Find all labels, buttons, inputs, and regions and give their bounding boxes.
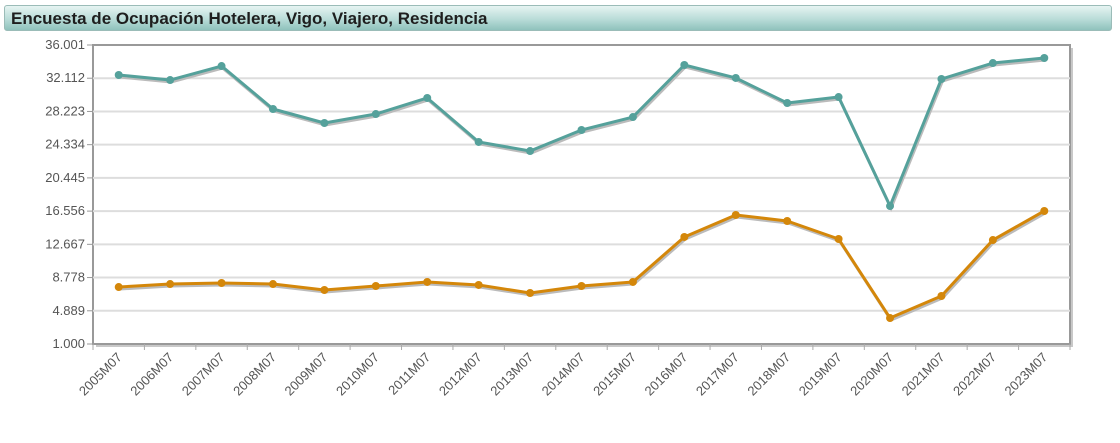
data-point — [526, 147, 535, 156]
data-point — [988, 236, 997, 245]
data-point — [371, 281, 380, 290]
data-point — [474, 137, 483, 146]
data-point — [268, 104, 277, 113]
x-tick-label: 2007M07 — [179, 350, 228, 399]
x-tick-label: 2018M07 — [744, 350, 793, 399]
data-point — [731, 73, 740, 82]
x-tick-label: 2016M07 — [642, 350, 691, 399]
data-point — [114, 70, 123, 79]
data-point — [731, 211, 740, 220]
x-tick-label: 2017M07 — [693, 350, 742, 399]
data-point — [577, 126, 586, 135]
x-tick-label: 2006M07 — [127, 350, 176, 399]
data-point — [371, 110, 380, 119]
data-point — [1040, 53, 1049, 62]
data-point — [577, 281, 586, 290]
y-tick-label: 32.112 — [46, 70, 85, 85]
data-point — [834, 235, 843, 244]
x-tick-label: 2015M07 — [590, 350, 639, 399]
data-point — [680, 60, 689, 69]
y-tick-label: 20.445 — [45, 170, 85, 185]
chart-title: Encuesta de Ocupación Hotelera, Vigo, Vi… — [11, 9, 488, 28]
data-point — [217, 279, 226, 288]
x-tick-label: 2010M07 — [333, 350, 382, 399]
x-tick-label: 2021M07 — [899, 350, 948, 399]
x-tick-label: 2005M07 — [76, 350, 125, 399]
data-point — [834, 93, 843, 102]
data-point — [268, 280, 277, 289]
x-tick-label: 2014M07 — [539, 350, 588, 399]
y-tick-label: 8.778 — [52, 270, 85, 285]
x-tick-label: 2020M07 — [847, 350, 896, 399]
data-point — [526, 289, 535, 298]
x-tick-label: 2011M07 — [385, 350, 433, 398]
data-point — [320, 119, 329, 128]
x-tick-label: 2022M07 — [950, 350, 999, 399]
x-tick-label: 2023M07 — [1001, 350, 1050, 399]
data-point — [474, 280, 483, 289]
y-tick-label: 4.889 — [52, 303, 85, 318]
y-tick-label: 1.000 — [52, 336, 85, 351]
data-point — [783, 216, 792, 225]
x-tick-label: 2008M07 — [230, 350, 279, 399]
data-point — [423, 277, 432, 286]
data-point — [886, 202, 895, 211]
data-point — [628, 113, 637, 122]
x-tick-label: 2013M07 — [487, 350, 536, 399]
data-point — [937, 291, 946, 300]
data-point — [1040, 206, 1049, 215]
x-tick-label: 2009M07 — [282, 350, 331, 399]
y-tick-label: 36.001 — [45, 37, 85, 52]
data-point — [937, 75, 946, 84]
data-point — [217, 62, 226, 71]
plot-area — [92, 44, 1071, 345]
y-tick-label: 24.334 — [45, 137, 85, 152]
x-tick-label: 2019M07 — [796, 350, 845, 399]
data-point — [886, 314, 895, 323]
data-point — [166, 280, 175, 289]
data-point — [783, 99, 792, 108]
x-tick-label: 2012M07 — [436, 350, 485, 399]
chart-title-bar: Encuesta de Ocupación Hotelera, Vigo, Vi… — [4, 5, 1112, 31]
data-point — [166, 76, 175, 85]
data-point — [628, 277, 637, 286]
data-point — [988, 59, 997, 68]
data-point — [423, 93, 432, 102]
y-tick-label: 12.667 — [45, 236, 85, 251]
data-point — [680, 232, 689, 241]
data-point — [320, 286, 329, 295]
data-point — [114, 283, 123, 292]
y-tick-label: 16.556 — [45, 203, 85, 218]
y-tick-label: 28.223 — [45, 103, 85, 118]
